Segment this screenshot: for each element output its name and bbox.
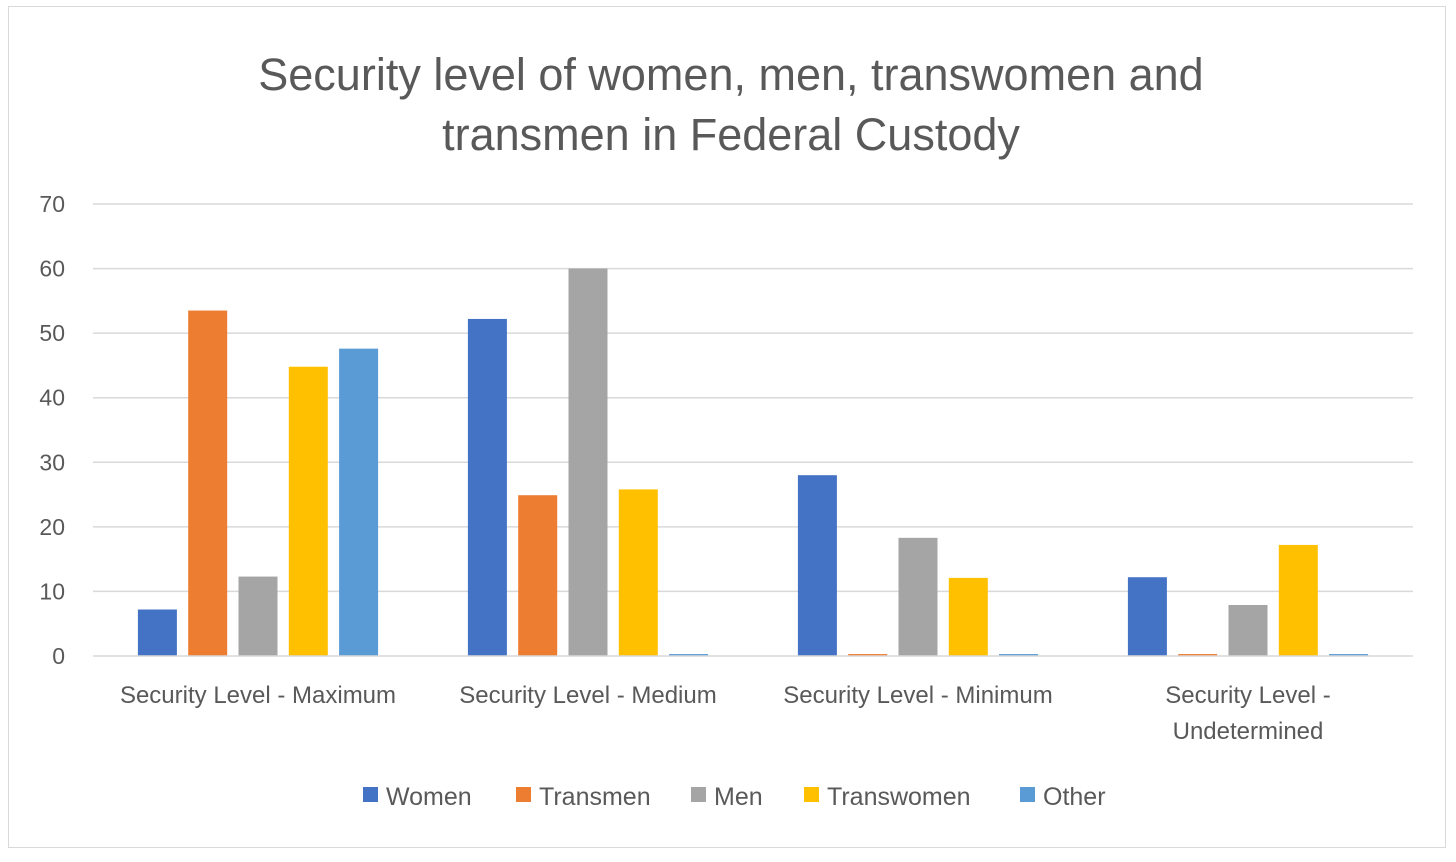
bar-men-4 bbox=[1228, 604, 1268, 656]
legend-swatch-icon bbox=[363, 787, 378, 802]
bar-transwomen-2 bbox=[618, 489, 658, 656]
legend-item-transwomen: Transwomen bbox=[804, 783, 971, 811]
bar-men-2 bbox=[568, 268, 608, 656]
bar-other-4 bbox=[1329, 654, 1369, 656]
chart-area: Security level of women, men, transwomen… bbox=[8, 6, 1446, 848]
bar-men-3 bbox=[898, 537, 938, 656]
bar-women-2 bbox=[467, 318, 507, 656]
legend: Women Transmen Men Transwomen Other bbox=[363, 783, 1106, 811]
legend-item-men: Men bbox=[691, 783, 763, 811]
legend-label: Transwomen bbox=[827, 783, 971, 811]
bar-men-1 bbox=[238, 576, 278, 656]
bar-transwomen-1 bbox=[288, 366, 328, 656]
y-tick-label: 0 bbox=[52, 643, 65, 669]
bar-transwomen-3 bbox=[948, 577, 988, 656]
y-tick-label: 40 bbox=[39, 385, 65, 411]
legend-label: Women bbox=[386, 783, 472, 811]
x-tick-label: Security Level - bbox=[1165, 682, 1330, 709]
bar-transmen-1 bbox=[188, 310, 228, 656]
legend-item-transmen: Transmen bbox=[516, 783, 651, 811]
chart-title-line-2: transmen in Federal Custody bbox=[442, 109, 1020, 160]
legend-swatch-icon bbox=[804, 787, 819, 802]
legend-item-women: Women bbox=[363, 783, 472, 811]
chart-title: Security level of women, men, transwomen… bbox=[258, 49, 1203, 160]
x-tick-label: Security Level - Maximum bbox=[120, 682, 396, 709]
x-tick-label: Security Level - Minimum bbox=[783, 682, 1052, 709]
bar-chart: Security level of women, men, transwomen… bbox=[39, 49, 1413, 811]
legend-label: Men bbox=[714, 783, 763, 811]
bar-transmen-2 bbox=[518, 495, 558, 656]
bars bbox=[137, 268, 1369, 656]
bar-transmen-3 bbox=[848, 654, 888, 656]
y-tick-label: 60 bbox=[39, 256, 65, 282]
legend-swatch-icon bbox=[1020, 787, 1035, 802]
bar-other-3 bbox=[999, 654, 1039, 656]
bar-transwomen-4 bbox=[1278, 544, 1318, 656]
y-axis-tick-labels: 0 10 20 30 40 50 60 70 bbox=[39, 191, 65, 669]
y-tick-label: 20 bbox=[39, 514, 65, 540]
x-axis-category-labels: Security Level - Maximum Security Level -… bbox=[120, 682, 1331, 745]
bar-women-4 bbox=[1127, 577, 1167, 656]
bar-other-1 bbox=[339, 348, 379, 656]
bar-other-2 bbox=[669, 654, 709, 656]
legend-swatch-icon bbox=[691, 787, 706, 802]
legend-label: Other bbox=[1043, 783, 1106, 811]
legend-label: Transmen bbox=[539, 783, 651, 811]
x-tick-label: Undetermined bbox=[1173, 718, 1324, 745]
chart-title-line-1: Security level of women, men, transwomen… bbox=[258, 49, 1203, 100]
bar-women-1 bbox=[137, 609, 177, 656]
y-tick-label: 50 bbox=[39, 320, 65, 346]
legend-item-other: Other bbox=[1020, 783, 1106, 811]
y-tick-label: 10 bbox=[39, 578, 65, 604]
bar-women-3 bbox=[797, 475, 837, 656]
x-tick-label: Security Level - Medium bbox=[459, 682, 716, 709]
legend-swatch-icon bbox=[516, 787, 531, 802]
bar-transmen-4 bbox=[1178, 654, 1218, 656]
y-tick-label: 70 bbox=[39, 191, 65, 217]
y-tick-label: 30 bbox=[39, 449, 65, 475]
